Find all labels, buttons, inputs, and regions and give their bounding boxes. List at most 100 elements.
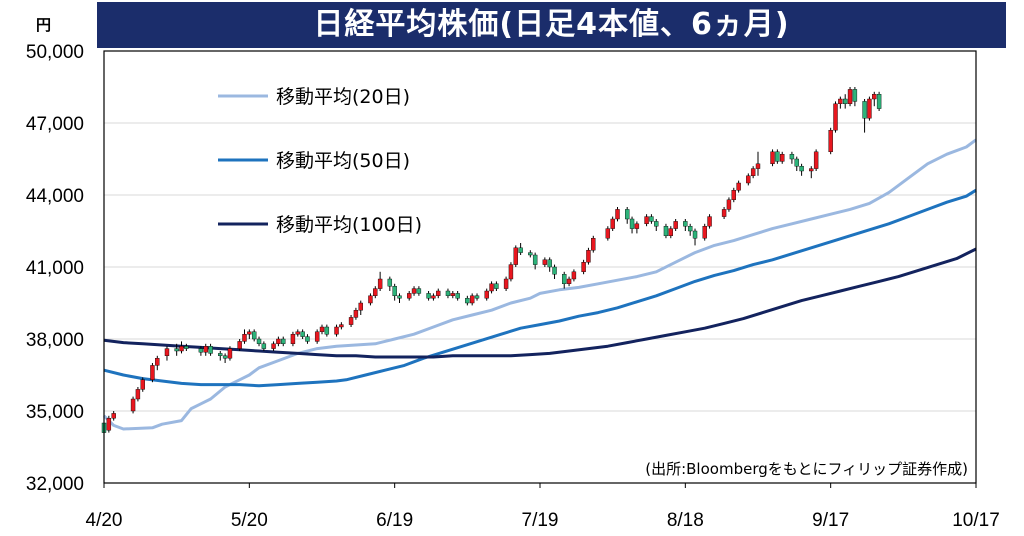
candle-body: [208, 346, 213, 354]
candle-up: [872, 91, 877, 107]
candle-body: [547, 259, 552, 268]
candle-up: [838, 96, 843, 109]
candle-body: [295, 331, 300, 335]
candle-body: [373, 288, 378, 297]
candle-up: [571, 269, 577, 282]
source-note: (出所:Bloombergをもとにフィリップ証券作成): [645, 460, 968, 478]
candle-up: [436, 288, 441, 299]
candle-up: [373, 286, 378, 299]
candle-up: [290, 331, 296, 347]
candle-down: [775, 149, 780, 164]
x-tick-label: 5/20: [231, 510, 268, 531]
candle-body: [469, 295, 475, 304]
legend-label-ma100: 移動平均(100日): [276, 214, 422, 236]
candle-body: [644, 216, 649, 225]
candle-body: [290, 334, 296, 345]
candle-up: [377, 271, 383, 291]
candle-body: [634, 223, 640, 229]
candle-body: [813, 151, 819, 169]
candle-down: [218, 351, 223, 361]
candle-body: [377, 278, 383, 289]
candle-body: [237, 341, 242, 349]
candle-up: [450, 291, 455, 299]
candle-up: [140, 377, 145, 392]
candle-up: [566, 276, 572, 287]
candle-body: [256, 338, 262, 345]
candle-body: [353, 310, 359, 318]
candle-down: [184, 343, 189, 351]
candle-up: [828, 127, 833, 155]
candle-body: [605, 228, 611, 239]
candle-down: [799, 163, 804, 176]
candle-body: [305, 336, 310, 342]
candle-body: [721, 209, 727, 217]
candle-body: [150, 365, 155, 380]
candle-body: [135, 389, 141, 400]
y-tick-label: 32,000: [26, 474, 84, 495]
candle-body: [436, 290, 441, 296]
candle-body: [518, 247, 523, 253]
candle-down: [445, 288, 451, 299]
candle-down: [862, 99, 867, 133]
candle-body: [862, 101, 867, 119]
candle-body: [111, 413, 116, 419]
candle-up: [809, 166, 814, 179]
candle-body: [397, 295, 402, 299]
candle-up: [780, 151, 785, 164]
candle-body: [392, 286, 397, 297]
candle-down: [324, 324, 330, 337]
candle-body: [571, 271, 577, 280]
candle-down: [426, 291, 431, 301]
candle-body: [247, 331, 252, 335]
candle-up: [155, 355, 160, 371]
chart-title: 日経平均株価(日足4本値、6ヵ月): [313, 7, 790, 42]
candle-body: [532, 254, 538, 265]
candle-down: [876, 91, 882, 111]
candle-body: [300, 331, 305, 337]
candle-body: [586, 249, 591, 263]
candle-down: [494, 281, 499, 291]
candle-down: [174, 343, 179, 356]
candle-down: [281, 336, 286, 347]
candle-body: [828, 129, 833, 152]
candle-body: [542, 259, 548, 265]
candle-down: [208, 343, 213, 356]
candle-up: [411, 286, 417, 296]
legend-label-ma20: 移動平均(20日): [276, 86, 410, 108]
candle-body: [838, 98, 843, 104]
candle-body: [227, 348, 233, 359]
candle-up: [634, 221, 640, 234]
candle-body: [654, 221, 659, 227]
candle-down: [528, 250, 533, 258]
candle-up: [726, 197, 732, 212]
candle-body: [164, 348, 170, 357]
candle-body: [281, 338, 286, 345]
candle-up: [591, 235, 596, 253]
candle-up: [508, 262, 514, 282]
candle-up: [271, 341, 276, 351]
legend-label-ma50: 移動平均(50日): [276, 150, 410, 172]
candle-up: [179, 341, 184, 354]
y-tick-label: 50,000: [26, 42, 84, 63]
candle-down: [625, 207, 630, 224]
candle-up: [707, 214, 712, 229]
candle-body: [494, 283, 499, 289]
candle-body: [581, 262, 586, 273]
candle-up: [334, 324, 339, 337]
y-axis: 50,000 47,000 44,000 41,000 38,000 35,000 32,0…: [26, 42, 84, 495]
candle-body: [552, 266, 557, 275]
candle-body: [179, 346, 184, 352]
candle-body: [445, 290, 451, 296]
candle-up: [721, 207, 727, 219]
candle-body: [794, 158, 799, 167]
candle-body: [770, 151, 775, 165]
candle-down: [552, 264, 557, 279]
candle-up: [673, 219, 678, 231]
candle-body: [314, 331, 320, 342]
candle-down: [518, 243, 523, 255]
title-banner: [97, 2, 1006, 48]
candle-body: [155, 358, 160, 366]
candle-up: [731, 187, 736, 203]
candle-up: [605, 226, 611, 241]
